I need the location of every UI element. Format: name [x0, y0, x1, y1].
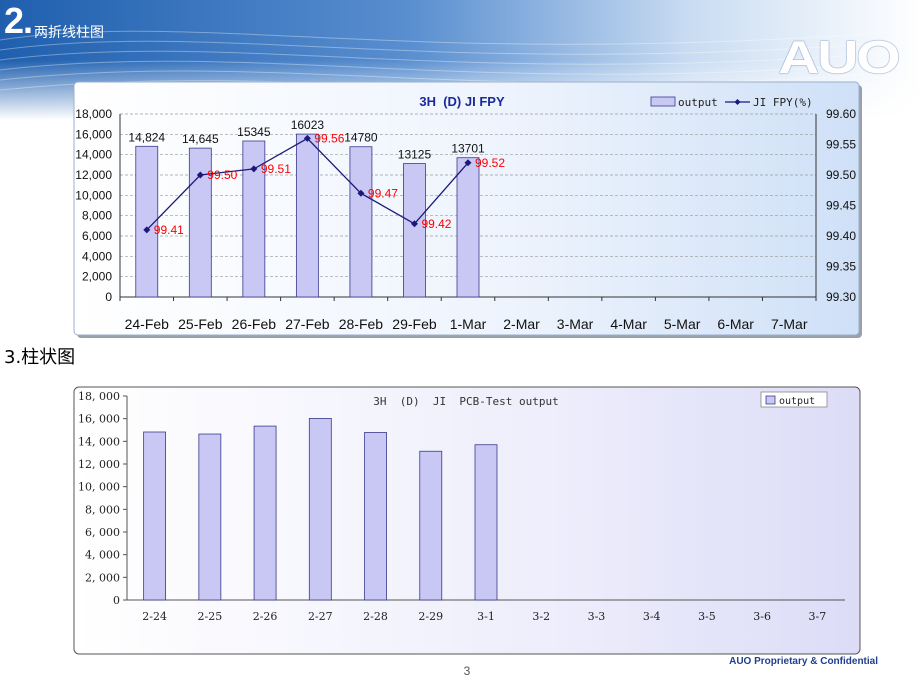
chart1-x-tick: 27-Feb [285, 316, 330, 332]
chart1-y-tick: 4,000 [82, 249, 112, 263]
chart1-bar [349, 146, 373, 298]
chart1-bar-label: 14,824 [128, 130, 165, 144]
section-number: 2. [4, 0, 33, 41]
chart1-y-tick: 0 [105, 290, 112, 304]
chart1-x-tick: 28-Feb [339, 316, 384, 332]
chart1-x-tick: 2-Mar [503, 316, 540, 332]
chart1-x-tick: 24-Feb [125, 316, 170, 332]
legend-fpy-marker [734, 99, 741, 105]
chart1-bar [295, 133, 319, 298]
chart1-x-tick: 4-Mar [610, 316, 647, 332]
chart1-bar-label: 15345 [237, 125, 271, 139]
chart1-x-tick: 3-Mar [557, 316, 594, 332]
chart1-bar [456, 157, 480, 298]
chart1-x-tick: 29-Feb [392, 316, 437, 332]
chart1-y-tick: 10,000 [75, 188, 112, 202]
chart1-bar [135, 145, 159, 298]
chart1-y-tick: 16,000 [75, 127, 112, 141]
chart1-y-tick: 2,000 [82, 270, 112, 284]
chart1-fpy-point [196, 171, 204, 179]
chart1-y-tick: 8,000 [82, 209, 112, 223]
section-title: 两折线柱图 [34, 25, 104, 41]
chart1-y2-tick: 99.55 [826, 138, 856, 152]
chart1-fpy-point [357, 189, 365, 197]
chart1-y-tick: 18,000 [75, 107, 112, 121]
chart1-y-tick: 14,000 [75, 148, 112, 162]
chart1-fpy-label: 99.42 [421, 217, 451, 231]
chart1-bar-label: 13125 [398, 148, 432, 162]
chart1-y2-tick: 99.50 [826, 168, 856, 182]
chart1-fpy-label: 99.52 [475, 156, 505, 170]
chart1-y2-tick: 99.30 [826, 290, 856, 304]
chart1-y2-tick: 99.35 [826, 260, 856, 274]
chart1-fpy-label: 99.51 [261, 162, 291, 176]
chart1-bar-label: 14780 [344, 131, 378, 145]
section3-title: 3.柱状图 [4, 347, 76, 368]
company-logo: AUO [778, 31, 901, 83]
chart1-bar-label: 14,645 [182, 132, 219, 146]
page-number: 3 [463, 664, 471, 678]
chart1-x-tick: 6-Mar [717, 316, 754, 332]
legend-fpy-label: JI FPY(%) [753, 96, 813, 109]
chart1-y2-tick: 99.60 [826, 107, 856, 121]
chart1-fpy-label: 99.47 [368, 186, 398, 200]
chart1-legend: output JI FPY(%) [650, 96, 813, 109]
chart1-fpy-point [303, 134, 311, 142]
chart1-bar [242, 140, 266, 298]
chart1-y-tick: 12,000 [75, 168, 112, 182]
chart1-y-tick: 6,000 [82, 229, 112, 243]
chart1-y2-tick: 99.40 [826, 229, 856, 243]
confidential-notice: AUO Proprietary & Confidential [729, 656, 878, 667]
chart1-fpy-point [464, 159, 472, 167]
chart1-x-tick: 1-Mar [450, 316, 487, 332]
chart1-bar-label: 16023 [291, 118, 325, 132]
legend-output-label: output [678, 96, 718, 109]
chart1-x-tick: 7-Mar [771, 316, 808, 332]
chart1-fpy-label: 99.41 [154, 223, 184, 237]
chart1-x-tick: 26-Feb [232, 316, 277, 332]
chart1-fpy-point [410, 220, 418, 228]
legend-output-swatch [650, 96, 676, 107]
chart1-fpy-label: 99.50 [207, 168, 237, 182]
chart1-x-tick: 5-Mar [664, 316, 701, 332]
chart1-x-tick: 25-Feb [178, 316, 223, 332]
chart1-fpy-point [143, 226, 151, 234]
chart1-bar [188, 147, 212, 298]
chart1-bar-label: 13701 [451, 142, 485, 156]
chart1-y2-tick: 99.45 [826, 199, 856, 213]
chart1-fpy-point [250, 165, 258, 173]
chart1-title: 3H (D) JI FPY [419, 94, 505, 109]
chart1-fpy-label: 99.56 [314, 131, 344, 145]
chart1-bar [403, 163, 426, 298]
